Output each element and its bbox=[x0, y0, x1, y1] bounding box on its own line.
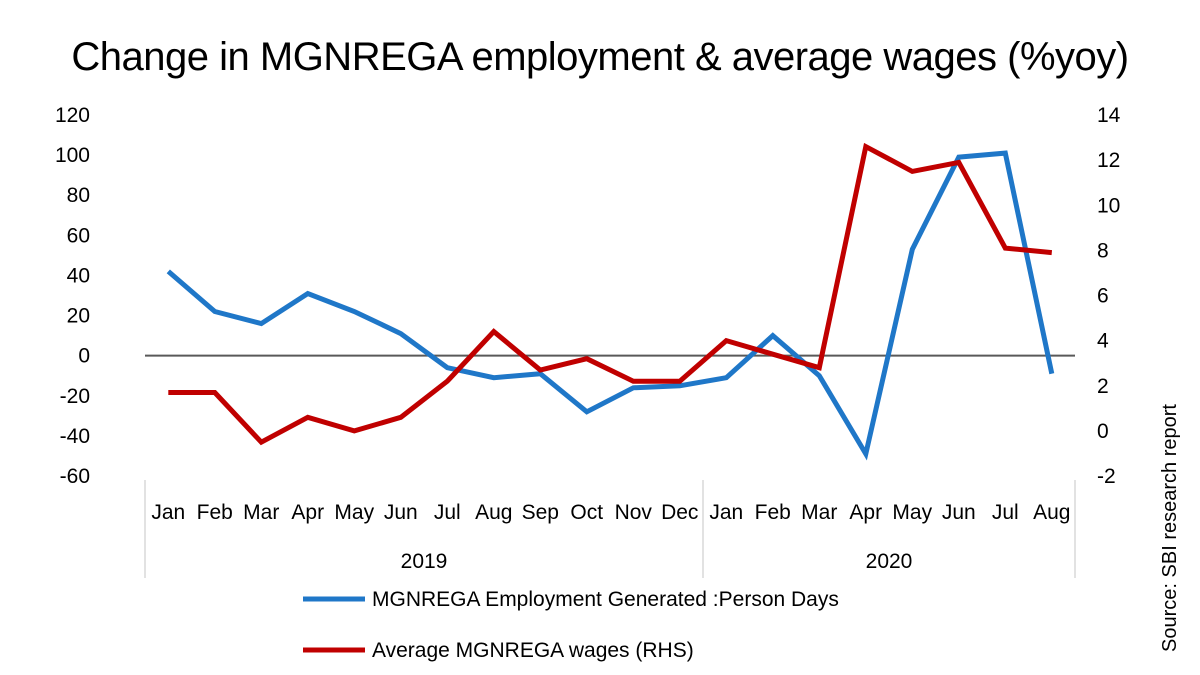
data-point bbox=[1049, 250, 1054, 255]
y-left-tick-label: 20 bbox=[67, 305, 90, 328]
axes-layer: 120100806040200-20-40-6014121086420-2Jan… bbox=[55, 104, 1121, 578]
data-point bbox=[1049, 371, 1054, 376]
data-point bbox=[631, 379, 636, 384]
data-point bbox=[677, 379, 682, 384]
x-tick-label: Jun bbox=[384, 501, 418, 524]
year-group-label: 2019 bbox=[401, 550, 448, 573]
data-point bbox=[259, 321, 264, 326]
x-tick-label: Aug bbox=[1033, 501, 1070, 524]
x-tick-label: Jan bbox=[709, 501, 743, 524]
x-tick-label: Jan bbox=[151, 501, 185, 524]
x-tick-label: Sep bbox=[522, 501, 559, 524]
y-left-tick-label: 60 bbox=[67, 224, 90, 247]
y-right-tick-label: 8 bbox=[1097, 239, 1109, 262]
data-point bbox=[863, 144, 868, 149]
data-point bbox=[910, 247, 915, 252]
data-point bbox=[584, 356, 589, 361]
data-point bbox=[770, 333, 775, 338]
data-point bbox=[445, 365, 450, 370]
data-point bbox=[398, 331, 403, 336]
data-point bbox=[166, 390, 171, 395]
y-right-tick-label: -2 bbox=[1097, 465, 1116, 488]
data-point bbox=[584, 409, 589, 414]
data-point bbox=[538, 367, 543, 372]
legend-label: Average MGNREGA wages (RHS) bbox=[372, 639, 694, 662]
chart-title: Change in MGNREGA employment & average w… bbox=[71, 35, 1128, 79]
data-point bbox=[677, 383, 682, 388]
x-tick-label: Mar bbox=[801, 501, 837, 524]
x-tick-label: Jul bbox=[434, 501, 461, 524]
series-line-employment bbox=[166, 150, 1055, 461]
data-point bbox=[724, 338, 729, 343]
x-tick-label: Feb bbox=[755, 501, 791, 524]
data-point bbox=[956, 155, 961, 160]
x-tick-label: Mar bbox=[243, 501, 279, 524]
legend-label: MGNREGA Employment Generated :Person Day… bbox=[372, 588, 839, 611]
y-left-tick-label: -20 bbox=[60, 385, 90, 408]
y-right-tick-label: 6 bbox=[1097, 285, 1109, 308]
legend: MGNREGA Employment Generated :Person Day… bbox=[303, 588, 839, 662]
y-right-tick-label: 2 bbox=[1097, 375, 1109, 398]
data-point bbox=[724, 375, 729, 380]
x-tick-label: Apr bbox=[291, 501, 324, 524]
y-left-tick-label: 80 bbox=[67, 184, 90, 207]
data-point bbox=[631, 385, 636, 390]
data-point bbox=[305, 291, 310, 296]
y-left-tick-label: 40 bbox=[67, 264, 90, 287]
y-left-tick-label: -60 bbox=[60, 465, 90, 488]
data-point bbox=[305, 415, 310, 420]
data-point bbox=[1003, 246, 1008, 251]
data-point bbox=[491, 329, 496, 334]
y-right-tick-label: 10 bbox=[1097, 194, 1120, 217]
data-point bbox=[770, 352, 775, 357]
source-note: Source: SBI research report bbox=[1159, 404, 1181, 652]
y-right-tick-label: 4 bbox=[1097, 330, 1109, 353]
series-layer bbox=[166, 142, 1055, 461]
y-left-tick-label: 120 bbox=[55, 104, 90, 127]
data-point bbox=[863, 451, 868, 456]
x-tick-label: May bbox=[892, 501, 932, 524]
data-point bbox=[1003, 151, 1008, 156]
data-point bbox=[212, 309, 217, 314]
y-right-tick-label: 0 bbox=[1097, 420, 1109, 443]
x-tick-label: Jul bbox=[992, 501, 1019, 524]
y-left-tick-label: 0 bbox=[78, 345, 90, 368]
data-point bbox=[445, 379, 450, 384]
data-point bbox=[956, 160, 961, 165]
data-point bbox=[259, 440, 264, 445]
x-tick-label: May bbox=[334, 501, 374, 524]
year-group-label: 2020 bbox=[866, 550, 913, 573]
y-left-tick-label: 100 bbox=[55, 144, 90, 167]
y-right-tick-label: 12 bbox=[1097, 149, 1120, 172]
data-point bbox=[212, 390, 217, 395]
x-tick-label: Nov bbox=[615, 501, 653, 524]
data-point bbox=[166, 269, 171, 274]
data-point bbox=[910, 169, 915, 174]
x-tick-label: Apr bbox=[849, 501, 882, 524]
x-tick-label: Oct bbox=[570, 501, 603, 524]
y-left-tick-label: -40 bbox=[60, 425, 90, 448]
y-right-tick-label: 14 bbox=[1097, 104, 1121, 127]
x-tick-label: Aug bbox=[475, 501, 512, 524]
data-point bbox=[817, 365, 822, 370]
data-point bbox=[352, 428, 357, 433]
data-point bbox=[491, 375, 496, 380]
data-point bbox=[352, 309, 357, 314]
x-tick-label: Feb bbox=[197, 501, 233, 524]
data-point bbox=[398, 415, 403, 420]
x-tick-label: Dec bbox=[661, 501, 698, 524]
series-line-wages bbox=[168, 142, 1053, 446]
data-point bbox=[817, 373, 822, 378]
x-tick-label: Jun bbox=[942, 501, 976, 524]
